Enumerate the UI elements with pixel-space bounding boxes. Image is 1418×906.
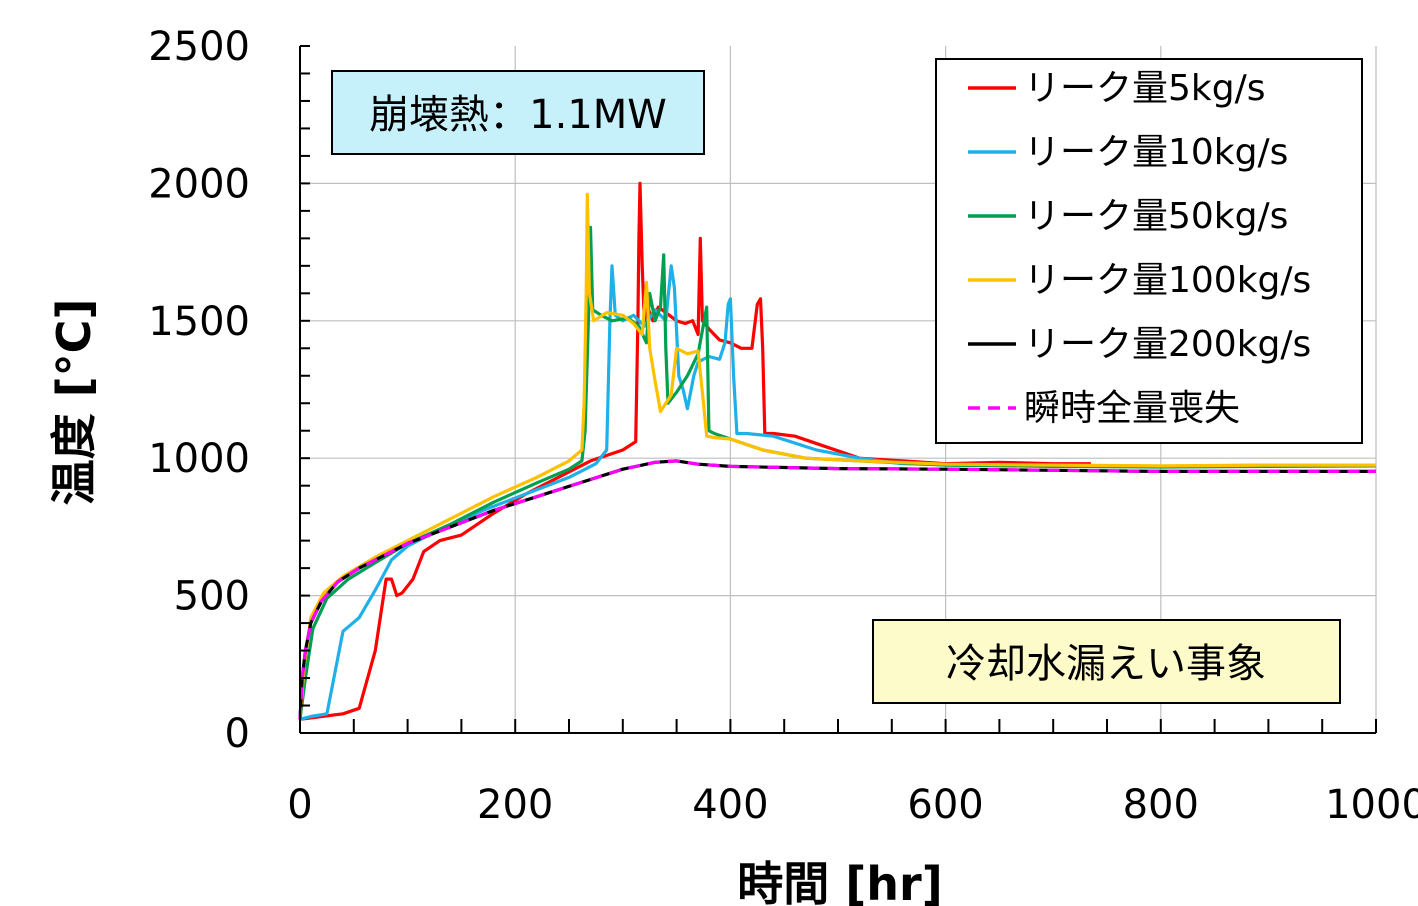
axes	[299, 45, 1377, 734]
y-tick-label: 500	[174, 574, 250, 620]
x-tick-label: 600	[907, 782, 983, 828]
event-box	[872, 619, 1341, 704]
legend-label-1: リーク量10kg/s	[1024, 132, 1288, 173]
event-label: 冷却水漏えい事象	[946, 641, 1266, 687]
x-axis-title: 時間 [hr]	[737, 857, 943, 906]
x-tick-label: 1000	[1325, 782, 1418, 828]
y-tick-label: 1500	[148, 299, 250, 345]
decay-heat-box	[331, 70, 705, 155]
decay-heat-label: 崩壊熱：1.1MW	[369, 92, 667, 138]
x-tick-label: 200	[477, 782, 553, 828]
x-tick-label: 400	[692, 782, 768, 828]
tick-labels: 0 200 400 600 800 1000 0 500 1000 1500 2000 2500	[148, 24, 1418, 828]
series-line-5	[298, 459, 1376, 720]
legend: リーク量5kg/s リーク量10kg/s リーク量50kg/s リーク量100kg/s…	[935, 58, 1363, 444]
legend-label-4: リーク量200kg/s	[1024, 324, 1311, 365]
y-tick-label: 1000	[148, 436, 250, 482]
series-lines	[298, 181, 1377, 721]
event-annotation: 冷却水漏えい事象	[872, 619, 1341, 704]
y-tick-label: 2000	[148, 161, 250, 207]
legend-box	[935, 58, 1363, 444]
legend-label-0: リーク量5kg/s	[1024, 68, 1266, 109]
legend-label-3: リーク量100kg/s	[1024, 260, 1311, 301]
series-line-3	[298, 192, 1376, 720]
decay-heat-annotation: 崩壊熱：1.1MW	[331, 70, 705, 155]
legend-label-5: 瞬時全量喪失	[1024, 388, 1240, 429]
y-tick-label: 0	[225, 711, 250, 757]
y-axis-title: 温度 [°C]	[47, 299, 101, 506]
y-tick-label: 2500	[148, 24, 250, 70]
series-line-0	[299, 181, 1091, 721]
x-tick-label: 0	[287, 782, 312, 828]
legend-label-2: リーク量50kg/s	[1024, 196, 1288, 237]
x-tick-label: 800	[1123, 782, 1199, 828]
